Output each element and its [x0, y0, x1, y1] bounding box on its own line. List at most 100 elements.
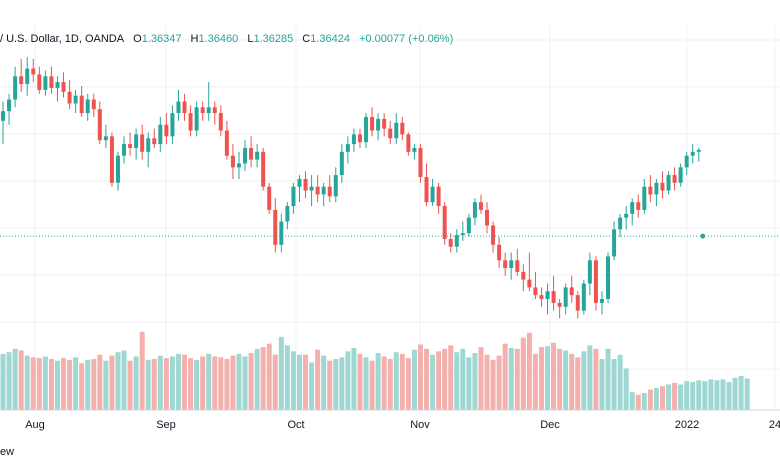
volume-bar — [24, 355, 30, 410]
candle — [170, 105, 175, 145]
candle — [134, 128, 139, 160]
volume-bar — [593, 348, 599, 410]
candle — [212, 101, 217, 125]
candle — [533, 271, 538, 300]
volume-bar — [617, 354, 623, 410]
candle-body — [672, 175, 677, 183]
volume-bar — [284, 345, 290, 410]
volume-bar — [266, 343, 272, 410]
volume-bar — [502, 343, 508, 410]
volume-bar — [532, 353, 538, 410]
volume-bar — [557, 348, 563, 410]
candle-body — [472, 202, 477, 218]
candle-body — [460, 233, 465, 236]
candle — [303, 171, 308, 199]
candle — [382, 113, 387, 137]
candle — [636, 194, 641, 218]
candle-body — [122, 144, 127, 156]
candle — [255, 144, 260, 168]
candle — [442, 202, 447, 245]
candle — [672, 167, 677, 191]
volume-bar — [145, 359, 151, 410]
candle — [103, 124, 108, 148]
candle-body — [351, 134, 356, 145]
candle-body — [224, 130, 229, 156]
candle-body — [49, 76, 54, 88]
volume-bar — [188, 358, 194, 410]
volume-bar — [151, 359, 157, 410]
candle-body — [442, 206, 447, 239]
candle — [370, 107, 375, 137]
candle-body — [581, 283, 586, 311]
candle-body — [545, 291, 550, 300]
volume-bar — [678, 384, 684, 410]
candle-body — [212, 107, 217, 114]
volume-bar — [48, 359, 54, 410]
candle-body — [436, 186, 441, 207]
candle — [521, 264, 526, 292]
candle-body — [503, 260, 508, 269]
candle — [642, 178, 647, 214]
candle-body — [146, 138, 151, 152]
candle — [230, 144, 235, 179]
volume-bar — [393, 352, 399, 410]
candle-body — [400, 122, 405, 135]
legend-open-label: O — [133, 33, 142, 45]
volume-bar — [520, 337, 526, 410]
candle-body — [418, 147, 423, 178]
candle — [85, 93, 90, 121]
candle — [618, 213, 623, 238]
volume-bar — [321, 355, 327, 410]
candle — [79, 85, 84, 117]
volume-bar — [666, 384, 672, 410]
candle — [236, 151, 241, 179]
candle — [146, 132, 151, 168]
volume-bar — [230, 355, 236, 410]
candle — [91, 93, 96, 117]
candle — [430, 178, 435, 207]
candle-body — [31, 68, 36, 75]
candle — [115, 151, 120, 191]
candle — [13, 66, 18, 108]
candle — [97, 101, 102, 145]
volume-bar — [430, 354, 436, 410]
candle-body — [478, 202, 483, 210]
candle-body — [164, 124, 169, 137]
candle — [194, 101, 199, 137]
candle — [666, 171, 671, 195]
volume-bar — [599, 359, 605, 410]
candle — [182, 93, 187, 121]
volume-bar — [738, 376, 744, 410]
volume-bar — [290, 351, 296, 410]
candle-body — [25, 68, 30, 85]
candle-body — [624, 213, 629, 218]
candle-body — [170, 113, 175, 137]
volume-bar — [490, 359, 496, 410]
candle-body — [7, 99, 12, 112]
candle — [273, 198, 278, 253]
candle — [557, 299, 562, 319]
volume-bar — [157, 355, 163, 410]
volume-bar — [551, 342, 557, 410]
candle — [297, 175, 302, 203]
candle-body — [97, 109, 102, 141]
x-tick-label: Nov — [410, 419, 430, 431]
candle — [158, 116, 163, 152]
candle — [454, 229, 459, 253]
candle-body — [370, 116, 375, 131]
candle — [388, 120, 393, 145]
volume-bar — [611, 359, 617, 410]
candle — [575, 291, 580, 319]
candle-body — [448, 238, 453, 247]
candle-body — [521, 271, 526, 280]
candle — [122, 136, 127, 164]
volume-bar — [79, 363, 85, 410]
volume-bar — [169, 356, 175, 410]
candle — [291, 182, 296, 214]
volume-bar — [508, 347, 514, 410]
candle — [624, 206, 629, 230]
candle — [660, 171, 665, 199]
legend-close-label: C — [302, 33, 311, 45]
candle-body — [666, 175, 671, 191]
